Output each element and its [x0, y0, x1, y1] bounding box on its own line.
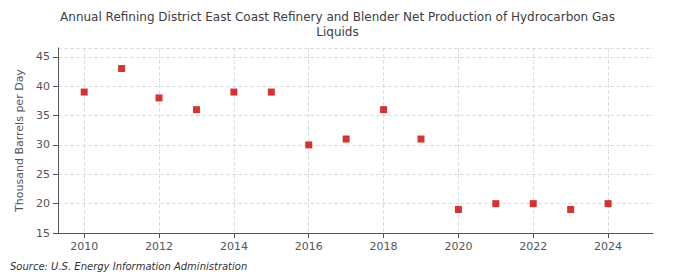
svg-text:2012: 2012 — [145, 240, 173, 253]
svg-text:45: 45 — [36, 50, 50, 63]
svg-text:Thousand Barrels per Day: Thousand Barrels per Day — [13, 69, 26, 213]
svg-text:2014: 2014 — [220, 240, 248, 253]
svg-text:35: 35 — [36, 109, 50, 122]
svg-text:20: 20 — [36, 197, 50, 210]
svg-text:2022: 2022 — [519, 240, 547, 253]
svg-text:40: 40 — [36, 80, 50, 93]
svg-text:2010: 2010 — [70, 240, 98, 253]
svg-text:Annual Refining District East: Annual Refining District East Coast Refi… — [60, 10, 615, 24]
svg-text:15: 15 — [36, 227, 50, 240]
svg-text:Source: U.S. Energy Informatio: Source: U.S. Energy Information Administ… — [10, 261, 247, 272]
svg-text:2018: 2018 — [370, 240, 398, 253]
svg-text:30: 30 — [36, 138, 50, 151]
svg-text:2016: 2016 — [295, 240, 323, 253]
svg-text:Liquids: Liquids — [316, 25, 358, 39]
svg-text:25: 25 — [36, 168, 50, 181]
svg-text:2020: 2020 — [444, 240, 472, 253]
svg-text:2024: 2024 — [594, 240, 622, 253]
